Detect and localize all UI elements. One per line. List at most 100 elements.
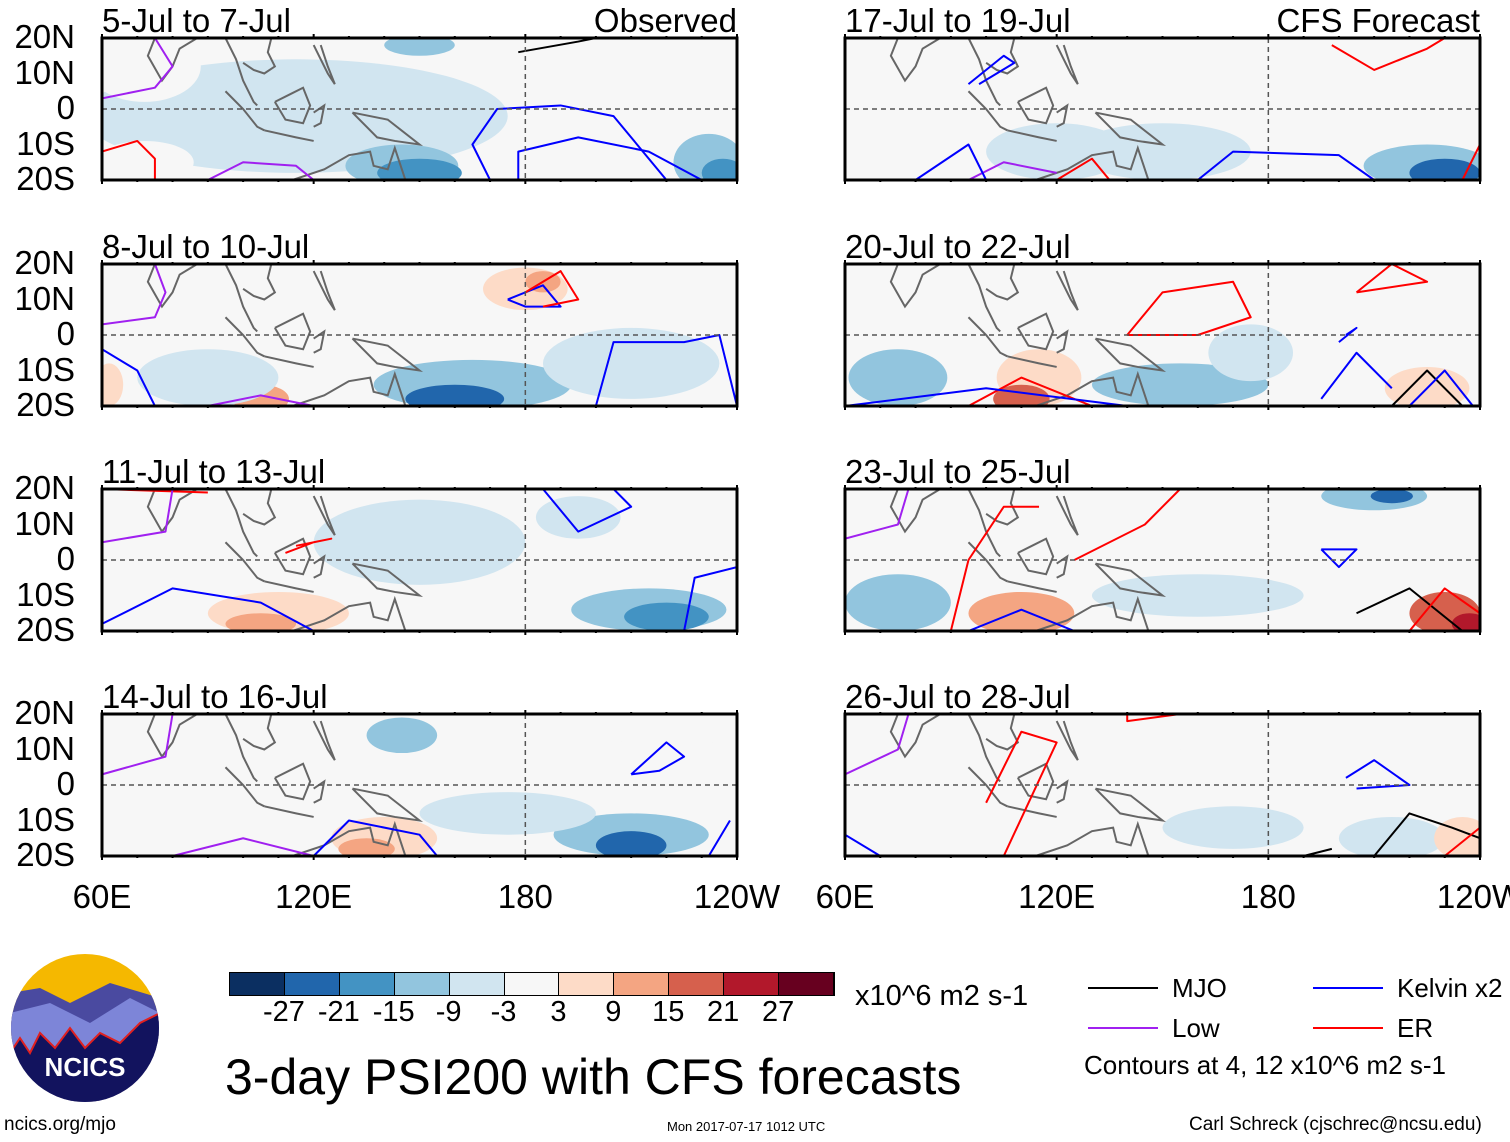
contour-mjo bbox=[1373, 812, 1480, 856]
contour-kelvin bbox=[594, 334, 737, 406]
contour-er bbox=[102, 139, 156, 180]
y-tick-label: 10N bbox=[14, 729, 75, 767]
anomaly-shading bbox=[1409, 158, 1480, 180]
y-tick-label: 10S bbox=[16, 350, 75, 388]
contour-kelvin bbox=[1408, 369, 1474, 406]
coastline bbox=[224, 766, 265, 808]
coastline bbox=[312, 44, 336, 85]
contour-kelvin bbox=[312, 819, 438, 856]
coastline bbox=[967, 316, 1008, 358]
colorbar-label: 15 bbox=[652, 996, 685, 1028]
x-tick-label: 180 bbox=[497, 878, 553, 915]
contour-er bbox=[949, 505, 1040, 631]
coastline bbox=[292, 370, 407, 406]
coastline bbox=[224, 38, 258, 107]
anomaly-shading bbox=[1370, 489, 1413, 504]
colorbar-swatch bbox=[504, 973, 560, 995]
coastline bbox=[1017, 762, 1055, 801]
contour-kelvin bbox=[471, 104, 668, 180]
anomaly-shading bbox=[542, 327, 720, 399]
contour-er bbox=[1126, 280, 1252, 336]
legend-line-kelvin bbox=[1313, 987, 1383, 989]
contour-kelvin bbox=[845, 833, 881, 856]
contour-note: Contours at 4, 12 x10^6 m2 s-1 bbox=[1084, 1050, 1446, 1080]
x-tick-label: 180 bbox=[1240, 878, 1296, 915]
ncics-logo: NCICS bbox=[10, 953, 160, 1103]
coastline bbox=[889, 264, 941, 309]
contour-kelvin bbox=[967, 54, 1016, 86]
contour-kelvin bbox=[914, 143, 988, 180]
contour-er bbox=[524, 270, 580, 308]
anomaly-shading bbox=[405, 384, 505, 406]
coastline bbox=[1035, 595, 1150, 631]
anomaly-shading bbox=[102, 59, 508, 173]
map-panel bbox=[843, 710, 1482, 860]
contour-er bbox=[285, 537, 333, 554]
y-tick-label: 10S bbox=[16, 575, 75, 613]
panel-title: 20-Jul to 22-Jul bbox=[845, 228, 1071, 265]
coastline bbox=[889, 714, 941, 759]
coastline bbox=[985, 714, 1020, 751]
contour-low bbox=[102, 264, 167, 326]
contour-low bbox=[845, 714, 910, 776]
y-tick-label: 20S bbox=[16, 386, 75, 423]
y-tick-label: 10N bbox=[14, 279, 75, 317]
anomaly-shading bbox=[1451, 613, 1480, 631]
anomaly-shading bbox=[1434, 816, 1480, 856]
contour-kelvin bbox=[1320, 548, 1358, 569]
x-tick-label: 120E bbox=[275, 878, 353, 915]
panel-title: 23-Jul to 25-Jul bbox=[845, 453, 1071, 490]
anomaly-shading bbox=[1384, 366, 1470, 406]
contour-low bbox=[207, 161, 315, 180]
x-tick-label: 120W bbox=[693, 878, 781, 915]
contour-kelvin bbox=[683, 566, 737, 631]
contour-er bbox=[1056, 157, 1111, 180]
contour-er bbox=[1073, 489, 1181, 561]
anomaly-shading bbox=[848, 349, 948, 406]
coastline bbox=[312, 720, 336, 761]
anomaly-shading bbox=[102, 363, 124, 406]
contour-low bbox=[102, 714, 174, 776]
y-tick-label: 20S bbox=[16, 160, 75, 197]
coastline bbox=[274, 537, 312, 576]
anomaly-shading bbox=[384, 38, 455, 56]
legend-line-er bbox=[1313, 1027, 1383, 1029]
coastline bbox=[1094, 787, 1167, 823]
legend-line-low bbox=[1088, 1027, 1158, 1029]
coastline bbox=[351, 787, 424, 823]
anomaly-shading bbox=[102, 721, 279, 793]
map-panel bbox=[100, 260, 739, 410]
anomaly-shading bbox=[366, 717, 438, 754]
coastline bbox=[224, 541, 265, 583]
contour-kelvin bbox=[1320, 351, 1393, 400]
coastline bbox=[351, 562, 424, 598]
y-tick-label: 0 bbox=[56, 540, 75, 577]
contour-low bbox=[172, 837, 314, 856]
coastline bbox=[242, 489, 277, 526]
anomaly-shading bbox=[1233, 52, 1445, 109]
anomaly-shading bbox=[137, 349, 279, 406]
map-panel bbox=[100, 34, 739, 184]
y-tick-label: 10N bbox=[14, 504, 75, 542]
anomaly-shading bbox=[613, 728, 720, 785]
coastline bbox=[1094, 337, 1167, 373]
coastline bbox=[312, 270, 336, 311]
x-tick-label: 120W bbox=[1436, 878, 1510, 915]
y-tick-label: 20N bbox=[14, 469, 75, 506]
anomaly-shading bbox=[102, 492, 314, 592]
anomaly-shading bbox=[535, 109, 621, 180]
contour-mjo bbox=[1391, 369, 1464, 406]
footer-url[interactable]: ncics.org/mjo bbox=[4, 1114, 116, 1135]
coastline bbox=[985, 264, 1020, 301]
anomaly-shading bbox=[1091, 574, 1304, 617]
x-tick-label: 60E bbox=[72, 878, 132, 915]
coastline bbox=[1055, 44, 1079, 85]
anomaly-shading bbox=[1233, 278, 1445, 335]
coastline bbox=[1007, 580, 1057, 593]
panel-title: 5-Jul to 7-Jul bbox=[102, 2, 291, 39]
panel-title: 14-Jul to 16-Jul bbox=[102, 678, 328, 715]
map-panel bbox=[100, 485, 739, 635]
coastline bbox=[224, 489, 258, 558]
colorbar-swatch bbox=[779, 973, 834, 995]
coastline bbox=[1007, 129, 1057, 142]
